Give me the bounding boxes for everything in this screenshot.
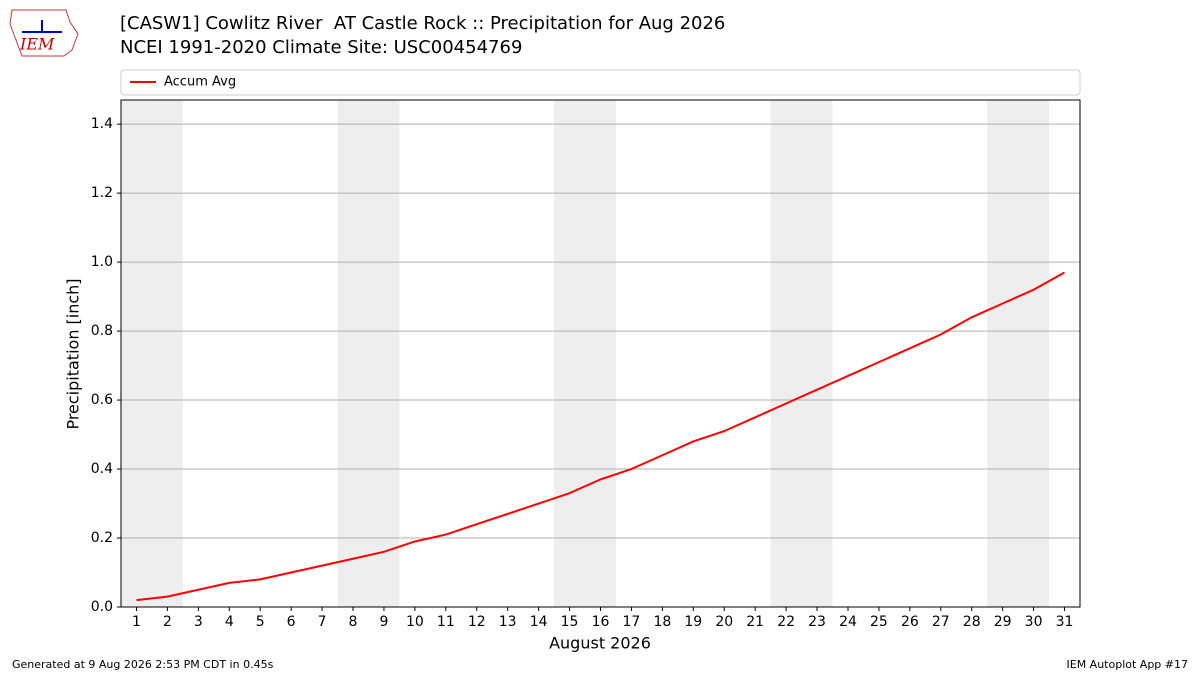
x-tick-label: 21: [746, 614, 764, 630]
x-tick-label: 5: [256, 614, 265, 630]
x-tick-label: 17: [623, 614, 641, 630]
x-tick-label: 4: [225, 614, 234, 630]
legend-label: Accum Avg: [164, 75, 236, 90]
x-tick-label: 26: [901, 614, 919, 630]
x-tick-label: 25: [870, 614, 888, 630]
weekend-band: [337, 100, 400, 607]
chart-title: [CASW1] Cowlitz River AT Castle Rock :: …: [120, 13, 725, 34]
weekend-band: [554, 100, 616, 607]
footer-right: IEM Autoplot App #17: [1067, 658, 1189, 671]
y-tick-label: 1.4: [91, 116, 113, 132]
x-tick-label: 24: [839, 614, 857, 630]
x-axis-label: August 2026: [549, 634, 651, 653]
x-tick-label: 23: [808, 614, 826, 630]
y-tick-label: 0.2: [91, 530, 113, 546]
x-tick-label: 13: [499, 614, 517, 630]
weekend-band: [770, 100, 833, 607]
logo-text: IEM: [19, 35, 55, 54]
y-tick-label: 0.8: [91, 323, 113, 339]
footer-left: Generated at 9 Aug 2026 2:53 PM CDT in 0…: [12, 658, 274, 671]
y-axis-label: Precipitation [inch]: [64, 278, 83, 429]
x-tick-label: 3: [194, 614, 203, 630]
x-tick-label: 30: [1025, 614, 1043, 630]
x-tick-label: 19: [684, 614, 702, 630]
x-tick-label: 7: [318, 614, 327, 630]
y-tick-label: 0.4: [91, 461, 113, 477]
x-tick-label: 27: [932, 614, 950, 630]
plot-area: 0.00.20.40.60.81.01.21.41 2 3 4 5 6 7 8 9 10 11 12 1…: [91, 99, 1081, 630]
plot-frame: [120, 99, 1081, 608]
y-tick-label: 1.0: [91, 254, 113, 270]
y-tick-label: 0.6: [91, 392, 113, 408]
x-tick-label: 6: [287, 614, 296, 630]
data-line: [136, 271, 1066, 602]
x-tick-label: 20: [715, 614, 733, 630]
x-tick-label: 8: [349, 614, 358, 630]
x-tick-label: 16: [592, 614, 610, 630]
weekend-band: [121, 100, 183, 607]
x-tick-label: 12: [468, 614, 486, 630]
x-tick-label: 1: [132, 614, 141, 630]
y-tick-label: 1.2: [91, 185, 113, 201]
logo: IEM: [9, 9, 79, 57]
x-tick-label: 22: [777, 614, 795, 630]
x-tick-label: 31: [1056, 614, 1074, 630]
x-tick-label: 15: [561, 614, 579, 630]
x-tick-label: 18: [653, 614, 671, 630]
y-tick-label: 0.0: [91, 599, 113, 615]
x-tick-label: 28: [963, 614, 981, 630]
logo-outline: [9, 9, 79, 57]
chart-subtitle: NCEI 1991-2020 Climate Site: USC00454769: [120, 37, 522, 58]
x-tick-label: 29: [994, 614, 1012, 630]
legend-box: [120, 69, 1081, 96]
x-tick-label: 14: [530, 614, 548, 630]
weekend-band: [987, 100, 1050, 607]
x-tick-label: 11: [437, 614, 455, 630]
x-tick-label: 9: [379, 614, 388, 630]
x-tick-label: 2: [163, 614, 172, 630]
x-tick-label: 10: [406, 614, 424, 630]
